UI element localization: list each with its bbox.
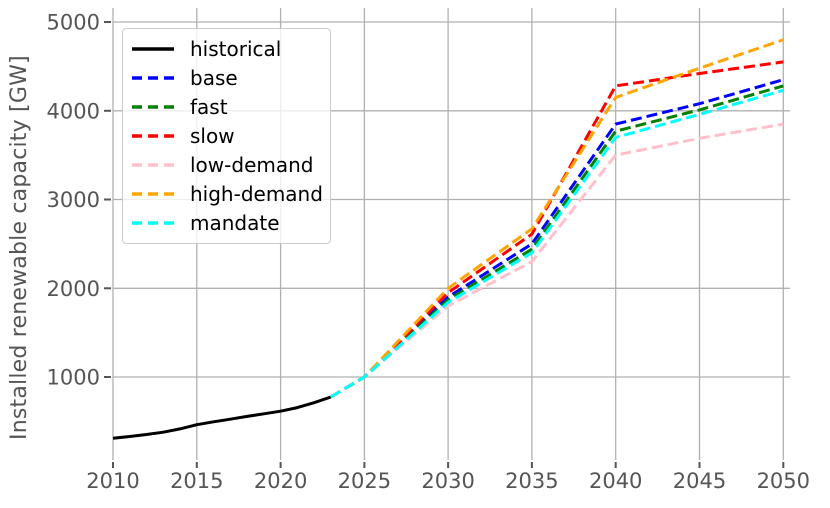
x-tick-label: 2045 <box>673 469 726 493</box>
y-tick-label: 3000 <box>47 188 100 212</box>
y-tick-label: 1000 <box>47 366 100 390</box>
legend-label: base <box>190 66 238 91</box>
legend-item-fast: fast <box>131 93 322 122</box>
series-line-historical <box>112 395 332 440</box>
x-tick-label: 2050 <box>757 469 810 493</box>
legend-label: fast <box>190 95 228 120</box>
legend-item-low-demand: low-demand <box>131 150 322 179</box>
series-line-mandate <box>330 88 784 399</box>
legend-item-historical: historical <box>131 35 322 64</box>
legend-line-sample <box>132 163 174 167</box>
legend-line-sample <box>132 76 174 80</box>
legend-item-base: base <box>131 64 322 93</box>
legend-line-sample <box>132 105 174 109</box>
legend-label: historical <box>190 37 282 62</box>
legend-label: low-demand <box>190 152 314 177</box>
legend-label: high-demand <box>190 181 323 206</box>
legend-line-sample <box>132 47 174 52</box>
legend-item-high-demand: high-demand <box>131 179 323 208</box>
x-tick-label: 2040 <box>589 469 642 493</box>
x-tick-label: 2030 <box>421 469 474 493</box>
y-tick-label: 4000 <box>47 99 100 123</box>
legend-item-slow: slow <box>131 122 322 151</box>
legend-line-sample <box>132 134 174 138</box>
legend-line-sample <box>132 192 174 196</box>
y-axis-label: Installed renewable capacity [GW] <box>7 55 32 441</box>
y-tick-label: 5000 <box>47 11 100 35</box>
legend: historical base fast slow low-demand high-dem… <box>122 28 331 244</box>
y-tick-label: 2000 <box>47 277 100 301</box>
x-tick-label: 2035 <box>505 469 558 493</box>
series-line-low-demand <box>330 122 784 399</box>
x-tick-label: 2025 <box>338 469 391 493</box>
x-tick-label: 2010 <box>86 469 139 493</box>
x-tick-label: 2020 <box>254 469 307 493</box>
legend-label: slow <box>190 124 235 148</box>
legend-item-mandate: mandate <box>131 208 322 237</box>
series-line-fast <box>330 84 784 399</box>
x-tick-label: 2015 <box>170 469 223 493</box>
legend-label: mandate <box>190 210 280 235</box>
legend-line-sample <box>132 220 174 225</box>
